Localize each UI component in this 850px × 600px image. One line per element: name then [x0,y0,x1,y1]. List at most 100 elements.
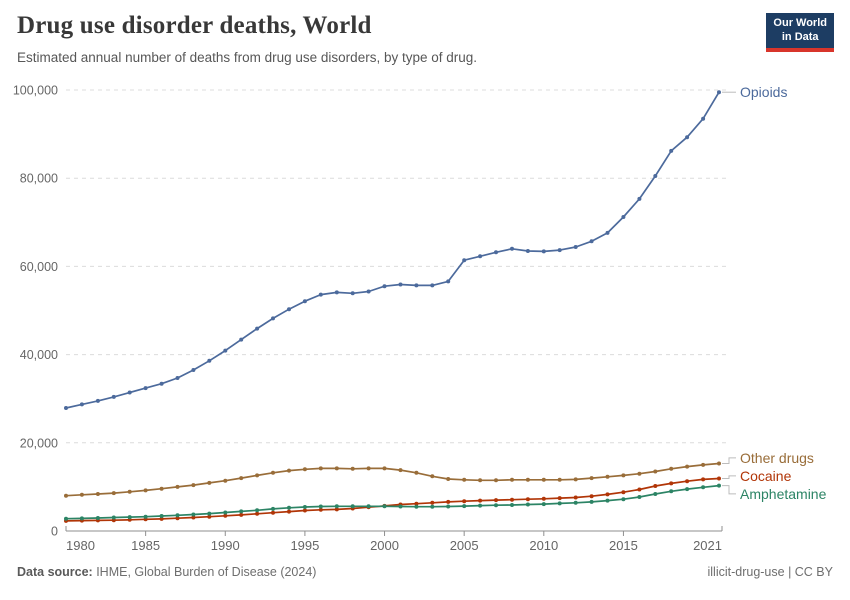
series-point-opioids [287,307,291,312]
series-point-amphetamine [669,489,674,494]
series-point-cocaine [557,496,562,501]
series-point-amphetamine [175,513,180,518]
series-label-other-drugs[interactable]: Other drugs [740,450,814,466]
series-point-opioids [478,254,483,259]
series-point-other-drugs [462,477,467,482]
series-point-opioids [669,148,674,153]
series-point-cocaine [255,511,260,516]
series-point-cocaine [430,500,435,505]
y-axis-tick-label: 40,000 [20,348,58,362]
series-point-other-drugs [318,466,323,471]
x-axis-tick-label: 2015 [609,538,638,553]
series-point-other-drugs [111,491,116,496]
series-point-cocaine [637,487,642,492]
x-axis-tick-label: 2000 [370,538,399,553]
series-point-opioids [685,135,690,140]
label-connector-amphetamine [722,485,736,495]
series-point-other-drugs [127,489,132,494]
series-point-cocaine [302,508,307,513]
series-point-other-drugs [669,466,674,471]
series-point-amphetamine [302,505,307,509]
series-point-opioids [430,283,435,288]
series-line-amphetamine [65,484,720,520]
series-point-cocaine [510,497,514,502]
series-point-other-drugs [557,477,562,482]
x-axis-tick-label: 1990 [211,538,240,553]
series-point-other-drugs [510,477,514,482]
series-point-opioids [382,284,387,289]
chart-footer: Data source: IHME, Global Burden of Dise… [0,565,850,579]
series-point-amphetamine [127,515,132,520]
series-point-opioids [637,196,642,201]
series-point-cocaine [271,510,275,515]
series-point-amphetamine [510,503,514,507]
series-point-opioids [350,291,355,296]
series-point-cocaine [605,492,610,497]
series-point-other-drugs [271,470,275,475]
series-point-other-drugs [701,462,706,467]
series-point-opioids [111,394,116,399]
series-point-amphetamine [605,498,610,503]
series-point-amphetamine [271,506,275,511]
series-point-opioids [223,348,228,353]
series-point-cocaine [573,495,578,500]
series-point-other-drugs [334,466,339,471]
series-point-other-drugs [430,474,435,479]
series-line-opioids [65,91,720,409]
data-source-label: Data source: [17,565,93,579]
series-point-cocaine [541,496,546,501]
series-point-cocaine [446,499,451,504]
series-label-amphetamine[interactable]: Amphetamine [740,486,827,502]
line-chart[interactable]: 0 20,000 40,000 60,000 80,000 100,000 1980 1985… [0,78,850,560]
series-point-opioids [64,406,68,410]
series-point-cocaine [589,494,594,499]
label-connector-other-drugs [722,457,736,464]
series-point-opioids [462,258,467,263]
series-point-amphetamine [557,501,562,506]
series-point-amphetamine [239,509,244,514]
series-point-other-drugs [287,468,291,473]
series-point-cocaine [701,477,706,482]
series-point-opioids [494,250,498,255]
series-point-other-drugs [589,476,594,481]
series-point-cocaine [462,499,467,504]
series-point-other-drugs [541,477,546,482]
series-point-other-drugs [64,493,68,498]
series-point-other-drugs [95,492,100,496]
series-point-other-drugs [494,478,498,483]
series-point-other-drugs [255,473,260,478]
series-point-amphetamine [207,511,212,516]
series-point-amphetamine [79,516,84,521]
label-connector-cocaine [722,475,736,479]
series-point-amphetamine [287,505,291,510]
series-point-other-drugs [637,471,642,476]
y-axis-tick-label: 60,000 [20,260,58,274]
series-point-opioids [557,248,562,253]
license-link[interactable]: illicit-drug-use | CC BY [707,565,833,579]
series-point-amphetamine [637,495,642,499]
series-point-other-drugs [159,486,164,491]
series-point-opioids [207,358,212,363]
series-point-amphetamine [191,512,196,517]
series-point-cocaine [207,514,212,519]
series-point-cocaine [653,484,658,488]
series-point-other-drugs [525,477,530,482]
series-point-cocaine [669,481,674,486]
series-label-cocaine[interactable]: Cocaine [740,468,792,484]
series-point-amphetamine [366,504,371,509]
y-axis-tick-label: 80,000 [20,172,58,186]
series-label-opioids[interactable]: Opioids [740,84,787,100]
series-point-amphetamine [430,504,435,509]
series-point-opioids [621,215,626,219]
series-line-cocaine [65,477,720,522]
series-point-opioids [239,337,244,342]
series-point-other-drugs [143,488,148,493]
series-point-other-drugs [239,476,244,481]
series-point-other-drugs [223,478,228,483]
series-point-other-drugs [685,464,690,469]
series-point-amphetamine [494,503,498,508]
series-point-opioids [302,299,307,304]
owid-logo[interactable]: Our World in Data [766,13,834,52]
series-point-cocaine [685,479,690,484]
series-point-opioids [95,398,100,403]
